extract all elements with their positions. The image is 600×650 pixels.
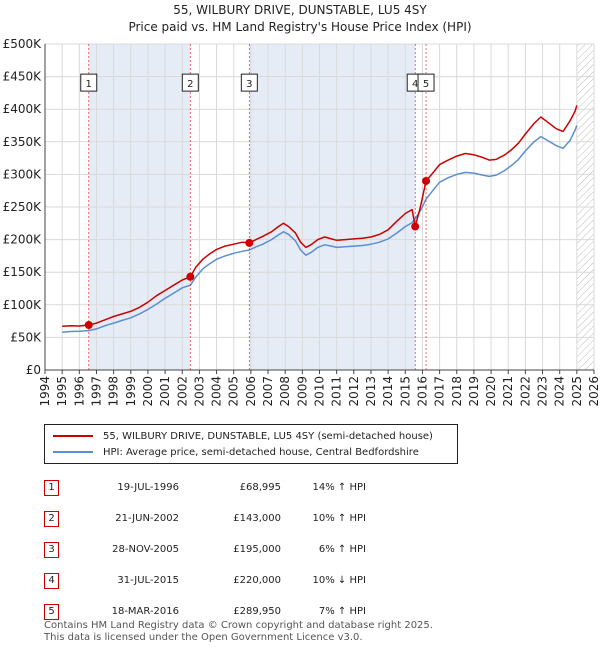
legend-swatch-hpi <box>53 451 93 453</box>
x-tick-label: 2009 <box>295 376 309 407</box>
sale-marker-label: 3 <box>246 79 252 90</box>
x-tick-label: 1999 <box>124 376 138 407</box>
legend-swatch-property <box>53 435 93 437</box>
x-tick-label: 1995 <box>55 376 69 407</box>
sale-marker-label: 5 <box>423 79 429 90</box>
sale-price: £289,950 <box>233 606 281 617</box>
x-tick-label: 1996 <box>72 376 86 407</box>
sales-row: 2 21-JUN-2002 £143,000 10% ↑ HPI <box>44 503 366 534</box>
y-tick-label: £400K <box>3 102 43 116</box>
x-tick-label: 2024 <box>553 376 567 407</box>
sale-price: £220,000 <box>233 575 281 586</box>
sale-number-badge: 1 <box>44 479 59 496</box>
x-tick-label: 1998 <box>107 376 121 407</box>
x-tick-label: 2012 <box>347 376 361 407</box>
sale-hpi-change: 7% ↑ HPI <box>318 606 366 617</box>
x-tick-label: 2019 <box>467 376 481 407</box>
sale-marker-box <box>240 73 258 92</box>
y-tick-label: £350K <box>3 135 43 149</box>
sale-hpi-change: 14% ↑ HPI <box>312 482 366 493</box>
sale-hpi-change: 6% ↑ HPI <box>318 544 366 555</box>
x-tick-label: 2018 <box>450 376 464 407</box>
y-tick-label: £300K <box>3 167 43 181</box>
sale-point <box>245 238 254 247</box>
y-tick-label: £250K <box>3 200 43 214</box>
chart-legend: 55, WILBURY DRIVE, DUNSTABLE, LU5 4SY (s… <box>44 424 458 464</box>
property-price-line <box>62 105 578 328</box>
sales-row: 3 28-NOV-2005 £195,000 6% ↑ HPI <box>44 534 366 565</box>
y-tick-label: £100K <box>3 298 43 312</box>
x-tick-label: 2008 <box>278 376 292 407</box>
sale-hpi-change: 10% ↓ HPI <box>312 575 366 586</box>
sales-row: 5 18-MAR-2016 £289,950 7% ↑ HPI <box>44 596 366 627</box>
y-tick-label: £200K <box>3 233 43 247</box>
x-tick-label: 2020 <box>484 376 498 407</box>
sale-point <box>411 222 420 231</box>
sale-point <box>186 272 195 281</box>
x-tick-label: 2001 <box>158 376 172 407</box>
x-tick-label: 2010 <box>313 376 327 407</box>
y-tick-label: £50K <box>10 330 42 344</box>
sale-date: 21-JUN-2002 <box>115 513 179 524</box>
footer-licence: This data is licensed under the Open Gov… <box>44 632 363 643</box>
x-tick-label: 2026 <box>587 376 600 407</box>
sale-marker-box <box>181 73 199 92</box>
x-tick-label: 2023 <box>536 376 550 407</box>
x-tick-label: 2014 <box>381 376 395 407</box>
legend-label-property: 55, WILBURY DRIVE, DUNSTABLE, LU5 4SY (s… <box>103 430 433 442</box>
legend-label-hpi: HPI: Average price, semi-detached house,… <box>103 446 419 458</box>
x-tick-label: 2013 <box>364 376 378 407</box>
sales-row: 1 19-JUL-1996 £68,995 14% ↑ HPI <box>44 472 366 503</box>
footer-copyright: Contains HM Land Registry data © Crown c… <box>44 620 433 631</box>
x-tick-label: 2005 <box>227 376 241 407</box>
x-tick-label: 2017 <box>433 376 447 407</box>
x-tick-label: 2004 <box>210 376 224 407</box>
sale-marker-label: 1 <box>86 79 92 90</box>
sale-date: 31-JUL-2015 <box>117 575 179 586</box>
sale-number-badge: 2 <box>44 510 59 527</box>
sale-marker-box <box>417 73 435 92</box>
x-tick-label: 2016 <box>415 376 429 407</box>
sale-price: £143,000 <box>233 513 281 524</box>
x-tick-label: 2003 <box>192 376 206 407</box>
x-tick-label: 2002 <box>175 376 189 407</box>
sale-date: 28-NOV-2005 <box>112 544 179 555</box>
x-tick-label: 2011 <box>330 376 344 407</box>
sale-marker-box <box>80 73 98 92</box>
sale-marker-label: 4 <box>412 79 418 90</box>
sale-price: £195,000 <box>233 544 281 555</box>
hpi-line <box>62 125 578 333</box>
y-tick-label: £450K <box>3 70 43 84</box>
sale-date: 18-MAR-2016 <box>111 606 179 617</box>
legend-item-property: 55, WILBURY DRIVE, DUNSTABLE, LU5 4SY (s… <box>53 428 433 444</box>
y-tick-label: £0 <box>26 363 41 377</box>
sale-number-badge: 4 <box>44 572 59 589</box>
legend-item-hpi: HPI: Average price, semi-detached house,… <box>53 444 419 460</box>
sale-number-badge: 3 <box>44 541 59 558</box>
chart-title: 55, WILBURY DRIVE, DUNSTABLE, LU5 4SY <box>173 3 427 17</box>
sale-hpi-change: 10% ↑ HPI <box>312 513 366 524</box>
sale-price: £68,995 <box>239 482 281 493</box>
x-tick-label: 2022 <box>518 376 532 407</box>
sale-point <box>422 176 431 185</box>
chart-subtitle: Price paid vs. HM Land Registry's House … <box>128 20 472 34</box>
sale-marker-label: 2 <box>187 79 193 90</box>
x-tick-label: 2025 <box>570 376 584 407</box>
sales-table: 1 19-JUL-1996 £68,995 14% ↑ HPI 2 21-JUN… <box>44 472 366 627</box>
x-tick-label: 2006 <box>244 376 258 407</box>
sale-number-badge: 5 <box>44 603 59 620</box>
x-tick-label: 1997 <box>89 376 103 407</box>
x-tick-label: 1994 <box>38 376 52 407</box>
sale-point <box>84 321 93 330</box>
y-tick-label: £150K <box>3 265 43 279</box>
y-tick-label: £500K <box>3 37 43 51</box>
footer: Contains HM Land Registry data © Crown c… <box>44 620 433 644</box>
x-tick-label: 2007 <box>261 376 275 407</box>
x-tick-label: 2021 <box>501 376 515 407</box>
sales-row: 4 31-JUL-2015 £220,000 10% ↓ HPI <box>44 565 366 596</box>
x-tick-label: 2000 <box>141 376 155 407</box>
x-tick-label: 2015 <box>398 376 412 407</box>
sale-date: 19-JUL-1996 <box>117 482 179 493</box>
